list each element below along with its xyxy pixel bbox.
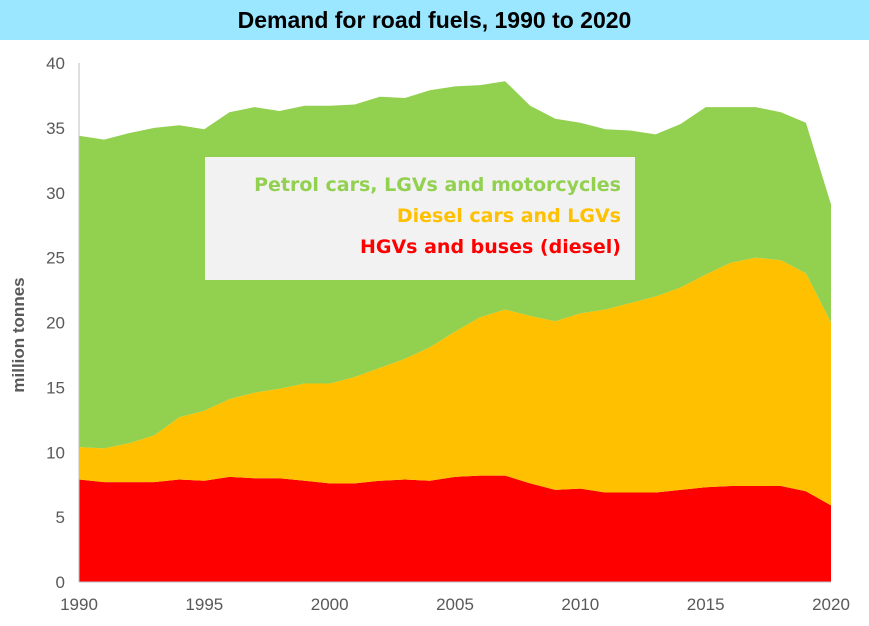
y-axis-label: million tonnes: [9, 277, 28, 392]
y-tick-label: 10: [46, 443, 65, 462]
chart-title: Demand for road fuels, 1990 to 2020: [237, 6, 632, 33]
y-tick-label: 30: [46, 184, 65, 203]
tick-labels-group: 0 5 10 15 20 25 30 35 40 1990 1995 2000 2005 2010 2015…: [46, 54, 850, 614]
x-tick-label: 2020: [812, 595, 850, 614]
y-tick-label: 0: [56, 573, 65, 592]
x-tick-label: 1995: [185, 595, 223, 614]
y-tick-label: 25: [46, 249, 65, 268]
area-series-group: [79, 81, 831, 582]
x-tick-label: 1990: [60, 595, 98, 614]
y-tick-label: 5: [56, 508, 65, 527]
area-series-1: [79, 257, 831, 506]
y-tick-label: 40: [46, 54, 65, 73]
axes-group: [78, 63, 831, 583]
area-chart: 0 5 10 15 20 25 30 35 40 1990 1995 2000 2005 2010 2015…: [9, 54, 850, 614]
legend-entry: Petrol cars, LGVs and motorcycles: [254, 174, 621, 196]
x-tick-label: 2010: [561, 595, 599, 614]
y-tick-label: 35: [46, 119, 65, 138]
x-tick-label: 2000: [311, 595, 349, 614]
y-tick-label: 15: [46, 378, 65, 397]
y-tick-label: 20: [46, 314, 65, 333]
legend-entry: HGVs and buses (diesel): [360, 236, 621, 258]
legend: Petrol cars, LGVs and motorcycles Diesel …: [205, 157, 635, 280]
legend-entry: Diesel cars and LGVs: [397, 205, 621, 227]
legend-background: [205, 157, 635, 280]
area-series-0: [79, 475, 831, 582]
chart-title-bar: Demand for road fuels, 1990 to 2020: [0, 0, 869, 40]
x-tick-label: 2005: [436, 595, 474, 614]
x-tick-label: 2015: [687, 595, 725, 614]
